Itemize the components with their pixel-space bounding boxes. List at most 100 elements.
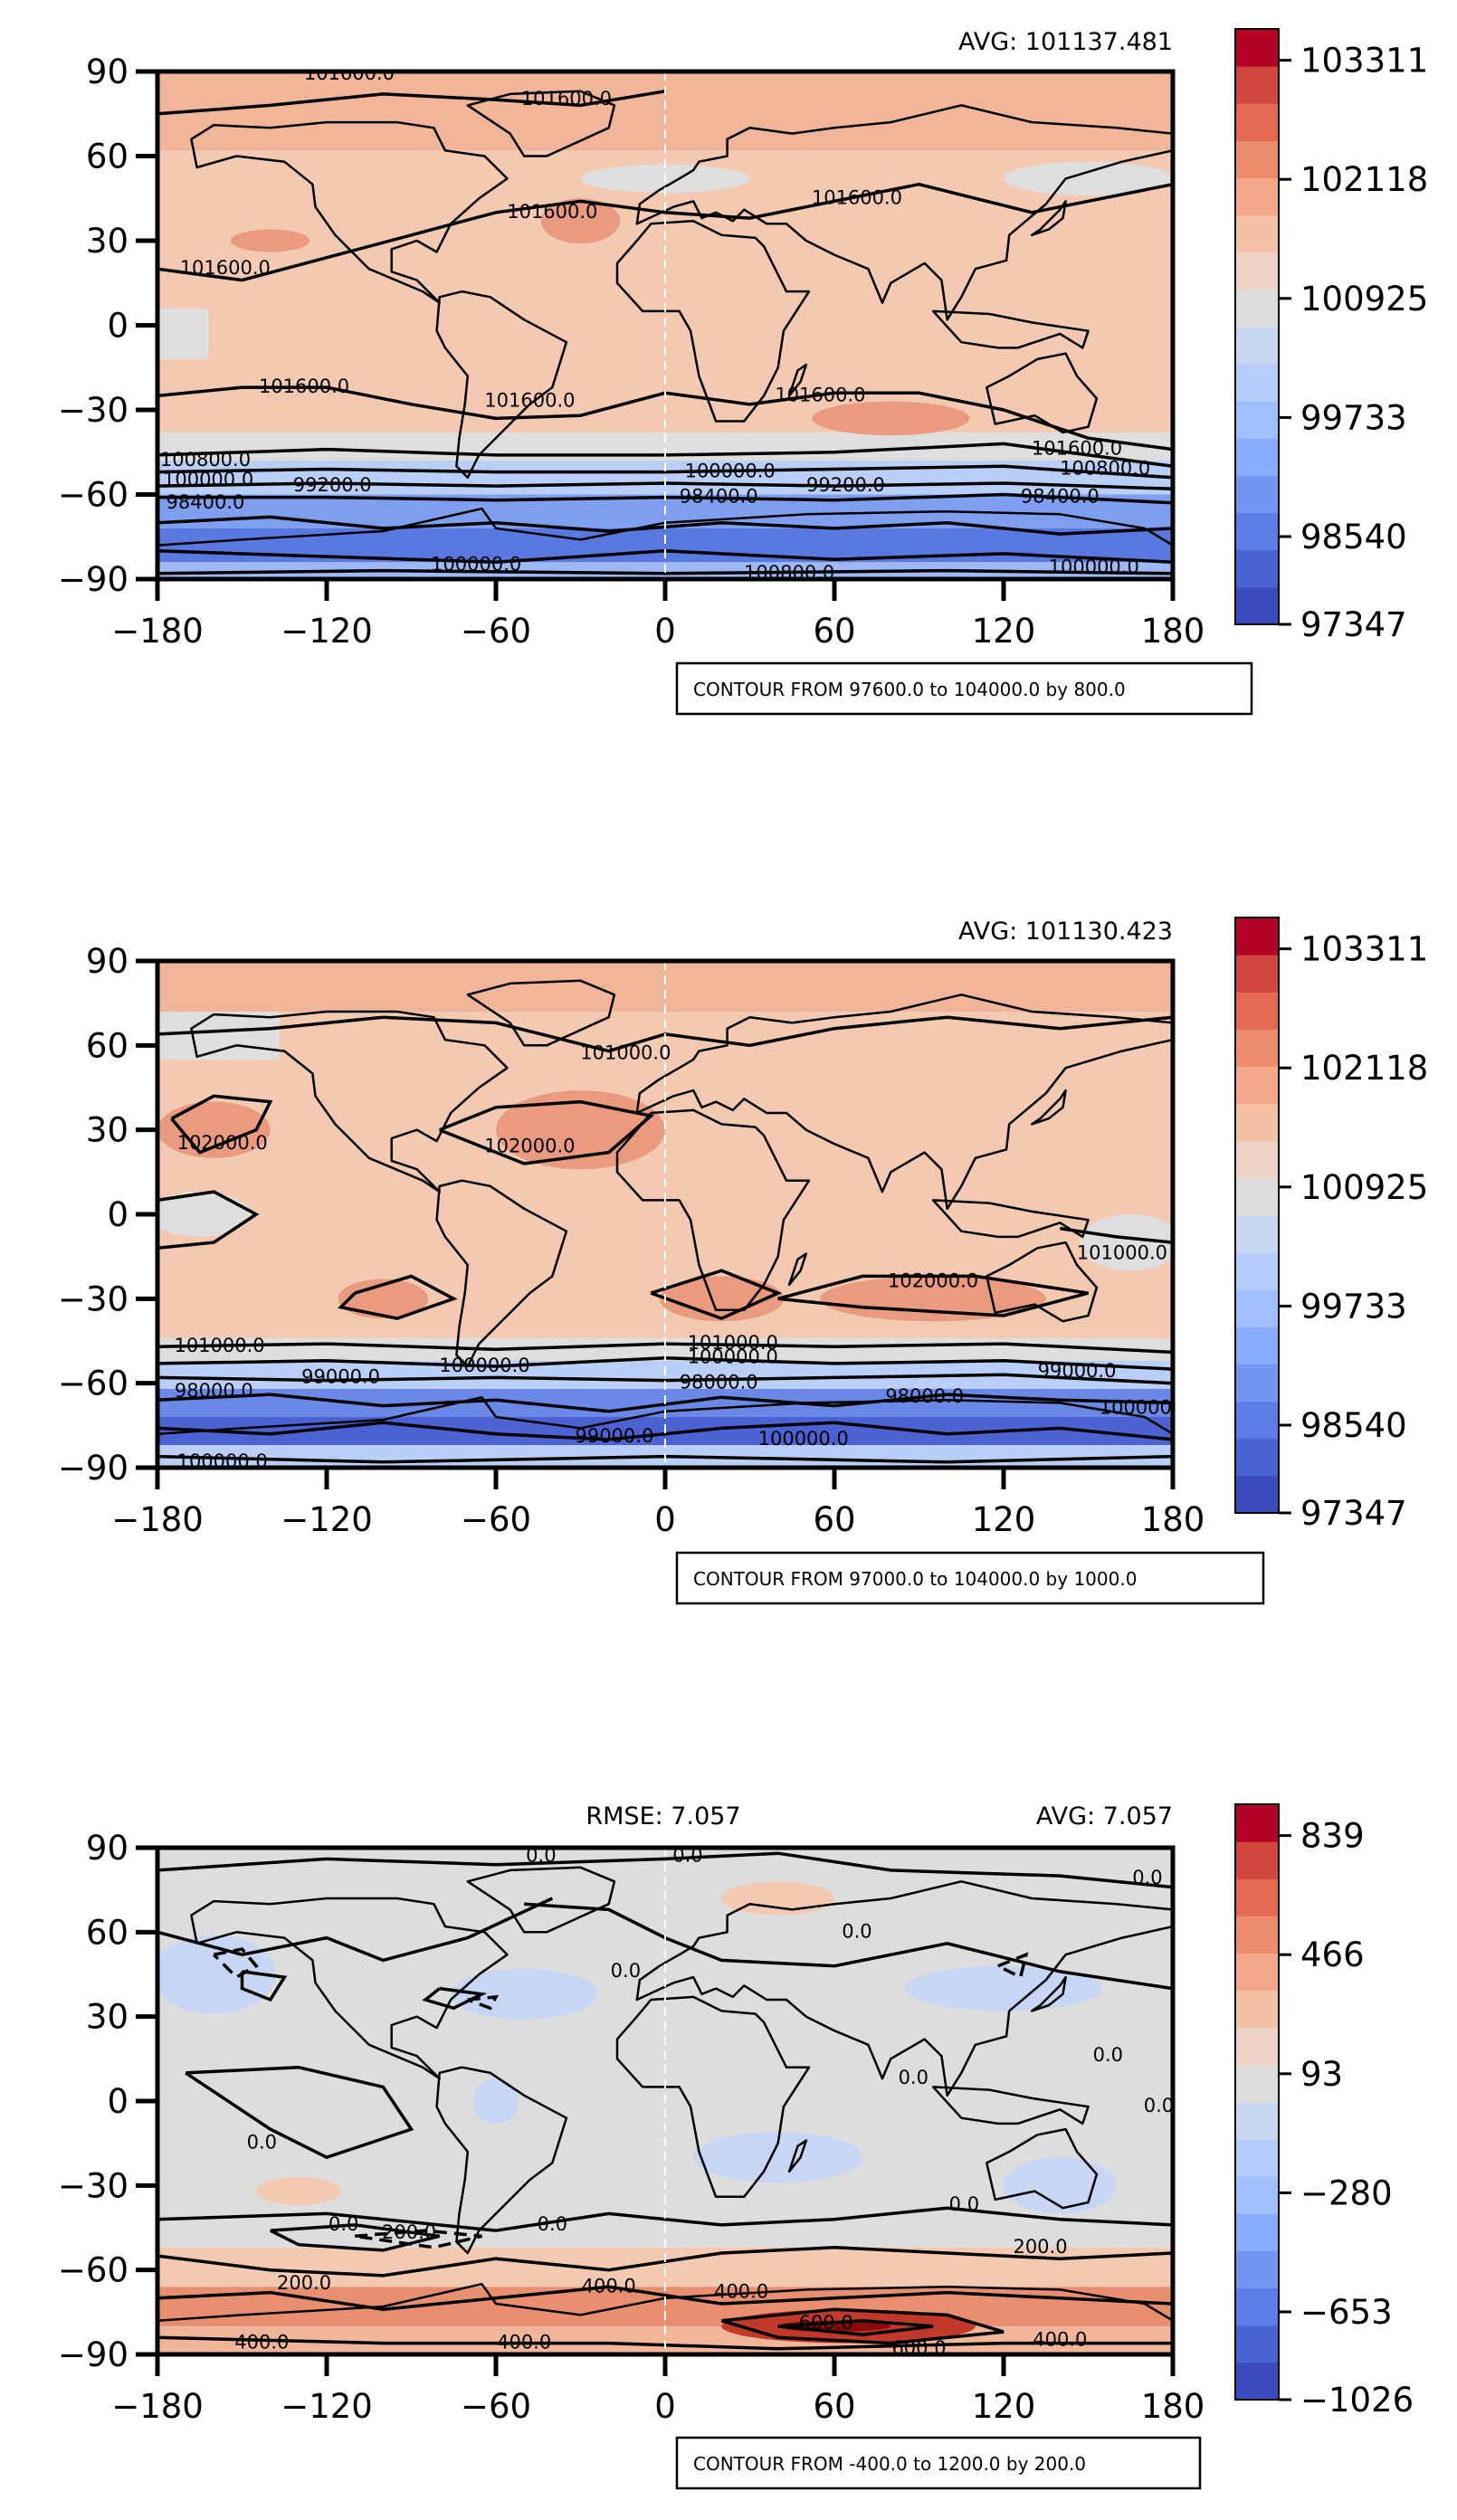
contour-line bbox=[157, 2335, 1173, 2351]
contour-label: 0.0 bbox=[1093, 2044, 1123, 2066]
contour-label: 101600.0 bbox=[521, 88, 612, 109]
contour-label: 101600.0 bbox=[304, 62, 395, 84]
contour-label: 101000.0 bbox=[174, 1335, 264, 1356]
contour-label: 100000.0 bbox=[1049, 556, 1139, 578]
contour-label: 0.0 bbox=[949, 2193, 979, 2215]
contour-line-negative bbox=[354, 2229, 482, 2249]
x-tick-label: 0 bbox=[654, 2387, 676, 2426]
coastline bbox=[157, 507, 1173, 579]
contour-label: 0.0 bbox=[526, 1844, 556, 1866]
contour-label: -200.0 bbox=[375, 2221, 436, 2243]
contour-label: 400.0 bbox=[1033, 2328, 1087, 2350]
contour-label: 400.0 bbox=[234, 2332, 289, 2354]
contour-label: 102000.0 bbox=[888, 1270, 978, 1292]
colorbar-tick-label: 100925 bbox=[1300, 280, 1428, 319]
y-tick-label: 0 bbox=[107, 307, 129, 346]
x-tick-label: 120 bbox=[972, 1500, 1036, 1539]
coastline bbox=[931, 1199, 1090, 1239]
colorbar-bin bbox=[1235, 1252, 1279, 1290]
contour-line bbox=[157, 568, 1173, 575]
contour-label: 100800.0 bbox=[744, 562, 834, 584]
contour-label: 99200.0 bbox=[293, 474, 372, 496]
colorbar-frame bbox=[1234, 28, 1280, 625]
rmse-label: RMSE: 7.057 bbox=[586, 1802, 740, 1831]
contour-blob bbox=[812, 401, 970, 436]
coastline bbox=[787, 363, 808, 397]
colorbar-bin bbox=[1235, 918, 1279, 956]
contour-blob bbox=[693, 2132, 863, 2183]
contour-label: 0.0 bbox=[842, 1920, 871, 1942]
colorbar-bin bbox=[1235, 2287, 1279, 2326]
y-tick-label: −30 bbox=[58, 2166, 129, 2205]
map-panel-1: 101600.0 101600.0 101600.0 101600.0 101600.0… bbox=[58, 28, 1428, 716]
colorbar-bin bbox=[1235, 1438, 1279, 1477]
coastline bbox=[466, 979, 616, 1047]
map-panel-3: 0.0 0.0 0.0 0.0 0.0 0.0 0.0 0.0 0.0 0.0 0.0 -200.0 0… bbox=[58, 1802, 1414, 2490]
contour-line bbox=[777, 2318, 934, 2336]
coastline bbox=[435, 2066, 568, 2255]
contour-label: 100800.0 bbox=[160, 449, 251, 471]
contour-line bbox=[157, 1373, 1173, 1385]
x-tick-label: −180 bbox=[111, 612, 204, 651]
colorbar-bin bbox=[1235, 1364, 1279, 1403]
colorbar-bin bbox=[1235, 1140, 1279, 1179]
avg-label: AVG: 101137.481 bbox=[958, 28, 1173, 56]
colorbar-bin bbox=[1235, 1953, 1279, 1992]
contour-label: 101600.0 bbox=[507, 201, 597, 223]
contour-line bbox=[157, 2206, 1173, 2232]
y-tick-label: −60 bbox=[58, 476, 129, 515]
coastline bbox=[466, 1866, 616, 1934]
colorbar-bin bbox=[1235, 1990, 1279, 2029]
contour-line bbox=[524, 1902, 1173, 1991]
contour-note-box: CONTOUR FROM 97600.0 to 104000.0 by 800.… bbox=[675, 661, 1253, 716]
coastline bbox=[635, 1880, 1173, 2097]
contour-label: 98400.0 bbox=[680, 486, 758, 508]
coastlines bbox=[157, 979, 1173, 1468]
contour-line bbox=[157, 2285, 1173, 2311]
y-tick-label: 0 bbox=[107, 2082, 129, 2121]
colorbar-bin bbox=[1235, 1327, 1279, 1365]
colorbar-bin bbox=[1235, 1177, 1279, 1216]
coastline bbox=[615, 1995, 811, 2199]
y-tick-label: 60 bbox=[86, 1913, 129, 1952]
y-tick-label: 30 bbox=[86, 1111, 129, 1150]
contour-label: 600.0 bbox=[799, 2312, 853, 2334]
contour-label: 101600.0 bbox=[775, 384, 865, 405]
contour-label: 101000.0 bbox=[1077, 1242, 1167, 1264]
colorbar-tick-label: 103311 bbox=[1300, 42, 1428, 81]
contour-label: 400.0 bbox=[714, 2281, 768, 2303]
y-tick-label: −60 bbox=[58, 2251, 129, 2290]
contour-label: 98000.0 bbox=[680, 1372, 758, 1393]
contour-line bbox=[157, 90, 666, 116]
x-tick-label: 180 bbox=[1141, 612, 1205, 651]
coastlines bbox=[157, 90, 1173, 579]
contour-note: CONTOUR FROM -400.0 to 1200.0 by 200.0 bbox=[693, 2453, 1086, 2475]
colorbar-bin bbox=[1235, 1475, 1279, 1514]
colorbar-bin bbox=[1235, 1103, 1279, 1142]
coastline bbox=[190, 120, 509, 304]
colorbar-bin bbox=[1235, 512, 1279, 551]
y-tick-label: 30 bbox=[86, 222, 129, 261]
contour-label: 101600.0 bbox=[180, 257, 271, 279]
contour-line bbox=[422, 1986, 488, 2011]
contour-line bbox=[157, 464, 1173, 480]
contour-line-negative bbox=[997, 1952, 1029, 1980]
colorbar-bin bbox=[1235, 1029, 1279, 1067]
colorbar-frame bbox=[1234, 1803, 1280, 2401]
x-tick-label: 0 bbox=[654, 612, 676, 651]
x-tick-label: −120 bbox=[281, 612, 373, 651]
contour-line bbox=[777, 1274, 1089, 1317]
contour-label: 600.0 bbox=[891, 2337, 946, 2359]
contour-line bbox=[157, 182, 1173, 282]
contour-line bbox=[439, 1099, 655, 1165]
contour-label: 400.0 bbox=[582, 2275, 636, 2297]
colorbar-bin bbox=[1235, 2176, 1279, 2214]
coastline bbox=[190, 1010, 509, 1193]
colorbar-tick-label: 97347 bbox=[1300, 605, 1407, 644]
contour-label: 200.0 bbox=[277, 2272, 331, 2294]
colorbar-bin bbox=[1235, 103, 1279, 141]
contour-label: 400.0 bbox=[497, 2332, 551, 2354]
coastline bbox=[986, 2127, 1099, 2210]
colorbar-bin bbox=[1235, 1878, 1279, 1916]
